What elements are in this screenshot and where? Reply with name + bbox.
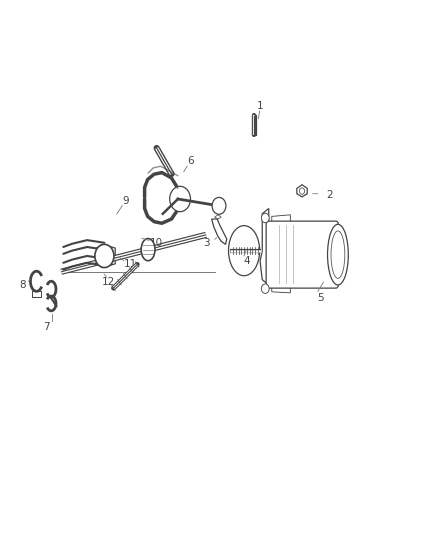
Text: 4: 4 [244,256,251,266]
Ellipse shape [141,239,155,261]
Text: 10: 10 [150,238,163,248]
Ellipse shape [331,231,345,278]
Text: 8: 8 [19,280,25,290]
Text: 9: 9 [123,196,129,206]
Circle shape [261,284,269,293]
Text: 6: 6 [187,156,194,166]
Circle shape [261,213,269,223]
Ellipse shape [170,187,191,212]
Text: 11: 11 [124,259,137,269]
Text: 1: 1 [257,101,263,111]
Polygon shape [32,291,41,297]
Text: 5: 5 [317,293,324,303]
Text: 2: 2 [326,190,332,200]
Polygon shape [297,185,307,197]
Polygon shape [260,208,269,285]
Polygon shape [97,244,115,268]
Circle shape [95,244,114,268]
Text: 7: 7 [43,322,49,332]
FancyBboxPatch shape [266,221,338,288]
Circle shape [300,188,304,194]
Ellipse shape [328,224,348,285]
Text: 3: 3 [203,238,209,248]
Polygon shape [212,219,227,244]
Text: 12: 12 [102,277,115,287]
Bar [252,115,256,135]
Circle shape [212,197,226,214]
Ellipse shape [229,225,260,276]
Polygon shape [272,282,290,293]
Polygon shape [215,215,221,219]
Polygon shape [272,215,290,225]
